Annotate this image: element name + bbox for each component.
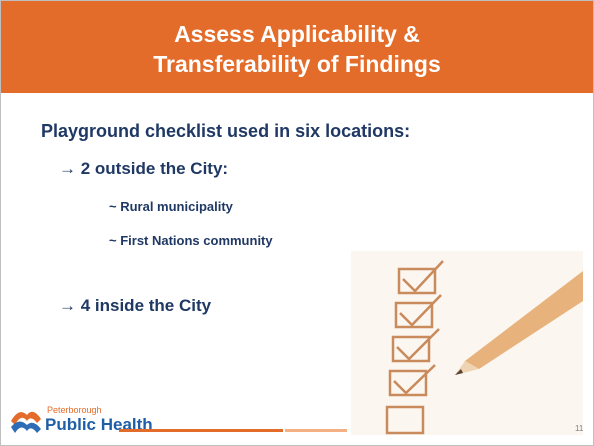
title-line: Transferability of Findings xyxy=(1,51,593,78)
sub-bullet: ~ Rural municipality xyxy=(109,199,233,214)
header: Assess Applicability & Transferability o… xyxy=(1,1,593,93)
checklist-image xyxy=(351,251,583,435)
bullet: → 4 inside the City xyxy=(59,296,211,316)
logo-small: Peterborough xyxy=(47,405,102,415)
title-line: Assess Applicability & xyxy=(1,21,593,48)
heading: Playground checklist used in six locatio… xyxy=(41,121,410,142)
sub-bullet: ~ First Nations community xyxy=(109,233,273,248)
slide: Assess Applicability & Transferability o… xyxy=(0,0,594,446)
page-number: 11 xyxy=(575,424,583,433)
footer-line xyxy=(285,429,347,432)
logo-icon xyxy=(9,399,43,439)
logo-large: Public Health xyxy=(45,415,153,435)
footer-line xyxy=(119,429,283,432)
bullet: → 2 outside the City: xyxy=(59,159,228,179)
